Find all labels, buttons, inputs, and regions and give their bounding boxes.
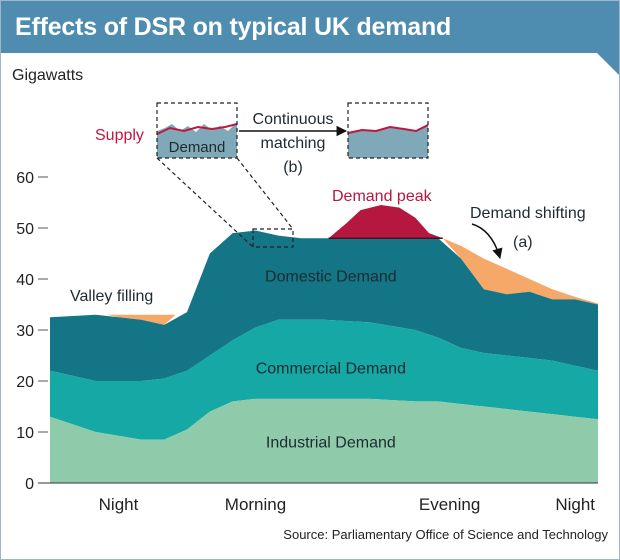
x-axis-labels: Night Morning Evening Night <box>99 495 596 514</box>
y-tick-label-30: 30 <box>16 323 34 340</box>
inset-after-matching <box>347 102 429 159</box>
inset-after-supply-line <box>347 124 429 134</box>
zoom-region-box <box>252 228 294 248</box>
domestic-demand-area <box>50 230 598 381</box>
inset-after-demand-area <box>348 125 428 158</box>
zoom-guide-line-left <box>156 157 254 248</box>
demand-shifting-arrow <box>471 223 503 260</box>
header-corner-decoration <box>597 53 619 75</box>
inset-before-border <box>156 102 238 159</box>
x-tick-label-0: Night <box>99 495 139 514</box>
commercial-demand-area <box>50 319 598 440</box>
y-tick-label-50: 50 <box>16 221 34 238</box>
y-tick-label-60: 60 <box>16 170 34 187</box>
inset-before-matching <box>156 102 238 159</box>
continuous-matching-label-line2: matching <box>261 135 326 152</box>
inset-before-supply-line <box>156 123 238 135</box>
source-note: Source: Parliamentary Office of Science … <box>283 527 608 542</box>
chart-header: Effects of DSR on typical UK demand <box>1 1 619 53</box>
industrial-demand-label: Industrial Demand <box>266 434 396 451</box>
zoom-guide-line-right <box>236 157 294 230</box>
continuous-matching-label-line1: Continuous <box>253 111 334 128</box>
demand-peak-area <box>328 205 443 239</box>
x-tick-label-1: Morning <box>225 495 286 514</box>
commercial-demand-label: Commercial Demand <box>256 360 406 377</box>
y-tick-label-10: 10 <box>16 425 34 442</box>
y-axis: 0 10 20 30 40 50 60 <box>16 170 48 493</box>
y-axis-unit-label: Gigawatts <box>12 67 84 84</box>
y-tick-label-20: 20 <box>16 374 34 391</box>
valley-filling-label: Valley filling <box>70 288 153 305</box>
demand-shifting-area <box>442 238 598 305</box>
inset-demand-label: Demand <box>169 139 226 156</box>
inset-supply-label: Supply <box>95 127 144 144</box>
chart-title: Effects of DSR on typical UK demand <box>15 13 452 41</box>
x-tick-label-2: Evening <box>419 495 480 514</box>
inset-after-border <box>347 102 429 159</box>
industrial-demand-area <box>50 398 598 483</box>
x-tick-label-3: Night <box>555 495 595 514</box>
domestic-demand-label: Domestic Demand <box>265 269 397 286</box>
continuous-matching-marker: (b) <box>283 159 303 176</box>
demand-peak-label: Demand peak <box>332 188 433 205</box>
y-tick-label-40: 40 <box>16 272 34 289</box>
demand-shifting-marker: (a) <box>513 234 533 251</box>
demand-shifting-label: Demand shifting <box>470 205 586 222</box>
inset-before-demand-area <box>157 122 237 158</box>
y-tick-label-0: 0 <box>25 476 34 493</box>
